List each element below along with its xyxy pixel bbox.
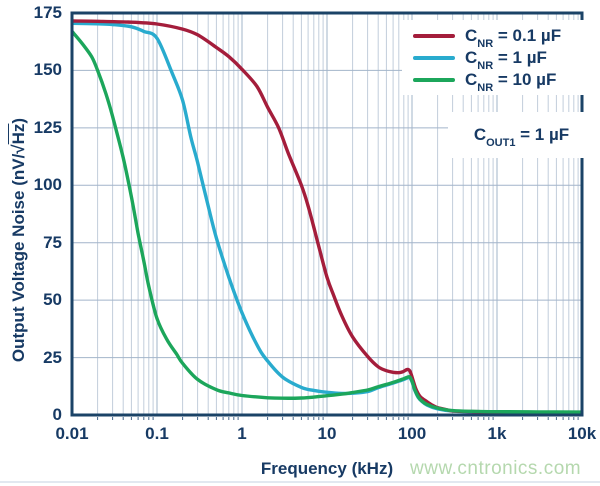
legend: CNR = 0.1 µF CNR = 1 µF CNR = 10 µF [402, 20, 595, 95]
plot-frame [70, 11, 584, 417]
legend-swatch-cnr-0p1uf [413, 33, 455, 38]
curves [71, 19, 583, 415]
gridlines-minor [97, 13, 579, 415]
legend-swatch-cnr-10uf [413, 77, 455, 82]
legend-item-cnr-1uf: CNR = 1 µF [402, 47, 595, 72]
annotation-value: = 1 µF [515, 125, 570, 144]
annotation-subscript: OUT1 [486, 137, 516, 150]
curve-cnr-10uf [71, 29, 583, 414]
annotation-text: COUT1 = 1 µF [473, 125, 570, 149]
legend-item-cnr-10uf: CNR = 10 µF [402, 69, 595, 94]
legend-swatch-cnr-1uf [413, 55, 455, 60]
legend-label-cnr-1uf: CNR = 1 µF [465, 47, 547, 72]
legend-label-cnr-0p1uf: CNR = 0.1 µF [465, 25, 562, 50]
page-divider-line [0, 481, 600, 483]
legend-label-cnr-10uf: CNR = 10 µF [465, 69, 557, 94]
x-axis-minor-ticks [97, 417, 579, 420]
annotation-cout1: COUT1 = 1 µF [448, 112, 595, 158]
annotation-prefix: C [473, 125, 487, 144]
watermark-text: www.cntronics.com [410, 458, 582, 479]
legend-item-cnr-0p1uf: CNR = 0.1 µF [402, 25, 595, 50]
